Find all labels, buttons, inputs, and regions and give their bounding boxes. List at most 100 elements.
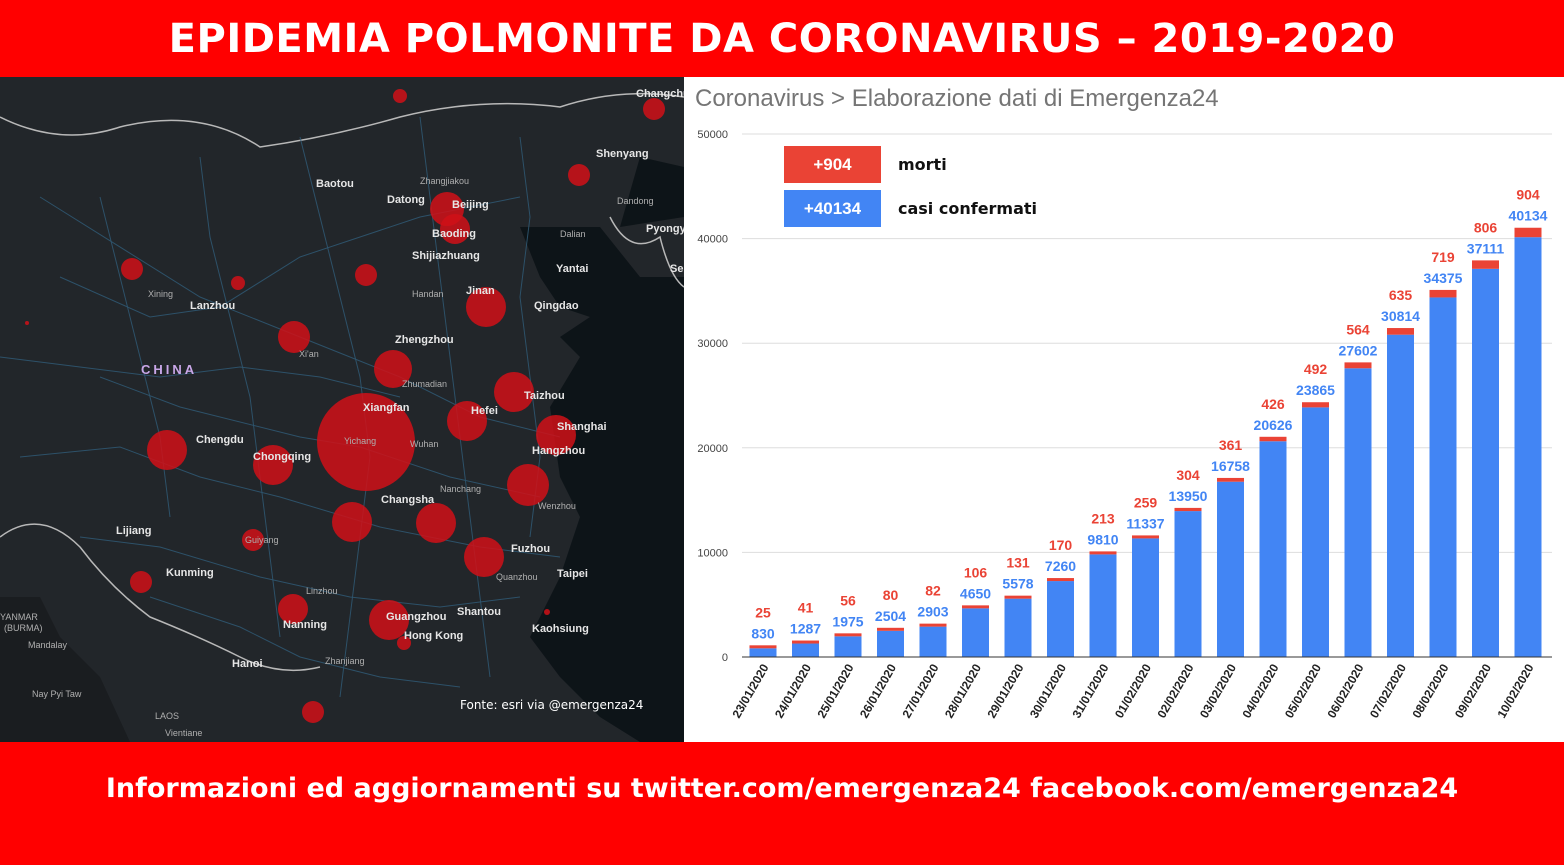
outbreak-bubble <box>544 609 550 615</box>
city-label: Changchun <box>636 88 684 100</box>
page-title: EPIDEMIA POLMONITE DA CORONAVIRUS – 2019… <box>168 15 1396 62</box>
outbreak-bubble <box>278 594 308 624</box>
city-label: Hangzhou <box>532 445 585 457</box>
bar-casi-confermati <box>834 636 862 657</box>
city-label: Dandong <box>617 196 654 206</box>
city-label: Vientiane <box>165 728 202 738</box>
bar-morti <box>1514 227 1542 238</box>
bar-casi-confermati <box>962 608 989 657</box>
data-label-casi: 16758 <box>1211 458 1250 474</box>
data-label-casi: 9810 <box>1087 531 1118 547</box>
outbreak-bubble <box>507 464 549 506</box>
bar-morti <box>834 633 862 637</box>
data-label-morti: 635 <box>1389 287 1413 303</box>
data-label-casi: 27602 <box>1339 342 1378 358</box>
city-label: Fuzhou <box>511 543 550 555</box>
x-tick-label: 27/01/2020 <box>899 661 941 720</box>
country-border <box>0 523 321 672</box>
data-label-casi: 34375 <box>1424 270 1463 286</box>
x-tick-label: 25/01/2020 <box>814 661 856 720</box>
city-label: Taizhou <box>524 390 565 402</box>
city-label: Hanoi <box>232 658 263 670</box>
city-label: YANMAR <box>0 612 38 622</box>
city-label: Lanzhou <box>190 300 235 312</box>
header-banner: EPIDEMIA POLMONITE DA CORONAVIRUS – 2019… <box>0 0 1564 77</box>
bar-casi-confermati <box>1387 334 1414 657</box>
outbreak-bubble <box>130 571 152 593</box>
data-label-morti: 361 <box>1219 437 1243 453</box>
road-line <box>0 356 401 398</box>
bar-casi-confermati <box>749 648 777 657</box>
city-label: Dalian <box>560 229 586 239</box>
road-line <box>39 196 561 438</box>
city-label: Shantou <box>457 606 501 618</box>
data-label-casi: 30814 <box>1381 308 1420 324</box>
city-label: Shijiazhuang <box>412 250 480 262</box>
outbreak-bubble <box>355 264 377 286</box>
bar-morti <box>1174 507 1202 512</box>
country-border <box>0 92 684 148</box>
data-label-casi: 2504 <box>875 608 906 624</box>
outbreak-bubble <box>369 600 409 640</box>
legend-label-casi: casi confermati <box>898 199 1038 218</box>
data-label-casi: 5578 <box>1002 576 1033 592</box>
city-label: Zhanjiang <box>325 656 365 666</box>
city-label: Nanchang <box>440 484 481 494</box>
data-label-morti: 564 <box>1346 321 1370 337</box>
city-label: Hefei <box>471 405 498 417</box>
city-label: Quanzhou <box>496 572 538 582</box>
x-tick-label: 23/01/2020 <box>729 661 771 720</box>
footer-text: Informazioni ed aggiornamenti su twitter… <box>105 773 1459 804</box>
y-tick-label: 30000 <box>697 338 728 350</box>
legend-item-morti: +904 morti <box>784 146 947 183</box>
country-border <box>609 216 684 288</box>
city-label: Changsha <box>381 494 435 506</box>
data-label-morti: 259 <box>1134 494 1158 510</box>
country-label: CHINA <box>141 362 197 377</box>
city-label: Beijing <box>452 199 489 211</box>
x-tick-label: 05/02/2020 <box>1282 661 1324 720</box>
bar-casi-confermati <box>1004 598 1032 657</box>
x-tick-label: 07/02/2020 <box>1367 661 1409 720</box>
road-line <box>79 536 521 608</box>
outbreak-bubble <box>231 276 245 290</box>
data-label-morti: 492 <box>1304 361 1328 377</box>
bar-casi-confermati <box>877 630 904 657</box>
data-label-casi: 1287 <box>790 621 821 637</box>
bar-chart: 0 10000 20000 30000 40000 50000 25 830 23/01/202… <box>697 129 1552 721</box>
city-label: Jinan <box>466 285 495 297</box>
road-line <box>149 596 461 688</box>
bar-casi-confermati <box>1429 297 1457 657</box>
city-label: Datong <box>387 194 425 206</box>
bar-morti <box>1472 260 1499 269</box>
y-tick-label: 50000 <box>697 129 728 141</box>
legend-label-morti: morti <box>898 155 947 174</box>
data-label-morti: 806 <box>1474 219 1498 235</box>
x-tick-label: 04/02/2020 <box>1239 661 1281 720</box>
city-label: Zhengzhou <box>395 334 454 346</box>
bar-morti <box>1429 289 1457 298</box>
data-label-casi: 40134 <box>1509 208 1548 224</box>
outbreak-bubble <box>121 258 143 280</box>
city-label: Baotou <box>316 178 354 190</box>
x-tick-label: 30/01/2020 <box>1027 661 1069 720</box>
bar-morti <box>1344 362 1372 369</box>
chart-title: Coronavirus > Elaborazione dati di Emerg… <box>695 85 1219 112</box>
city-label: Yichang <box>344 436 376 446</box>
x-tick-label: 28/01/2020 <box>942 661 984 720</box>
sea-area <box>520 227 684 742</box>
x-tick-label: 26/01/2020 <box>857 661 899 720</box>
data-label-casi: 830 <box>751 625 775 641</box>
city-label: Handan <box>412 289 444 299</box>
city-label: Shanghai <box>557 421 607 433</box>
bar-casi-confermati <box>1302 407 1329 657</box>
y-tick-label: 20000 <box>697 443 728 455</box>
city-label: Yantai <box>556 263 588 275</box>
outbreak-bubble <box>466 287 506 327</box>
data-label-casi: 37111 <box>1467 240 1505 256</box>
data-label-morti: 25 <box>755 604 771 620</box>
map-panel: Changchun Shenyang Baotou Zhangjiakou Datong… <box>0 77 684 742</box>
data-label-casi: 7260 <box>1045 558 1076 574</box>
bar-morti <box>1302 402 1329 408</box>
city-label: Hong Kong <box>404 630 463 642</box>
